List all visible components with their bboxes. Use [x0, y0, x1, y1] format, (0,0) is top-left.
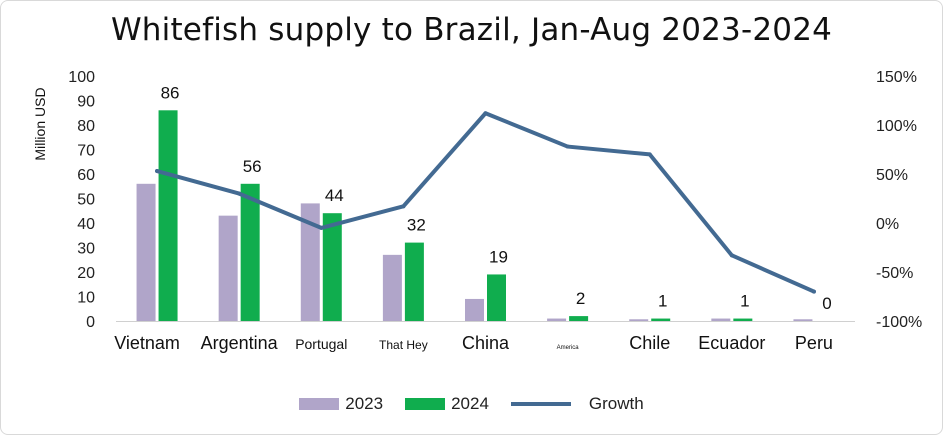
growth-point — [401, 204, 406, 209]
bar-2023 — [300, 203, 320, 321]
legend: 2023 2024 Growth — [0, 394, 943, 414]
legend-item-growth: Growth — [510, 394, 644, 414]
data-label-2024: 32 — [407, 216, 426, 235]
category-label: Ecuador — [698, 333, 765, 353]
y-tick-label: 90 — [77, 94, 95, 111]
bar-2023 — [793, 319, 813, 321]
data-label-2024: 44 — [325, 186, 344, 205]
category-label: Portugal — [295, 336, 347, 352]
bar-2024 — [487, 274, 506, 321]
legend-label-2024: 2024 — [451, 394, 489, 413]
chart-title: Whitefish supply to Brazil, Jan-Aug 2023… — [110, 12, 833, 48]
y-tick-label: 100 — [68, 69, 95, 86]
bars — [136, 110, 813, 321]
legend-label-growth: Growth — [588, 394, 644, 413]
y-tick-label: 60 — [77, 167, 95, 184]
y2-tick-label: 0% — [876, 216, 899, 233]
legend-swatch-2023 — [299, 398, 340, 410]
y-tick-label: 50 — [77, 192, 95, 209]
growth-point — [155, 169, 160, 174]
growth-point — [483, 111, 488, 116]
y-axis-label: Million USD — [32, 87, 48, 160]
bar-2023 — [136, 183, 156, 321]
y-tick-label: 0 — [86, 314, 95, 331]
bar-2023 — [711, 318, 731, 321]
y2-tick-label: 100% — [876, 118, 917, 135]
category-label: That Hey — [379, 338, 428, 352]
growth-point — [319, 225, 324, 230]
data-label-2024: 2 — [576, 289, 585, 308]
bar-2023 — [629, 319, 649, 321]
data-label-2024: 19 — [489, 247, 508, 266]
legend-label-2023: 2023 — [345, 394, 384, 413]
category-label: China — [462, 333, 510, 353]
right-axis: -100% -50% 0% 50% 100% 150% — [876, 69, 922, 331]
data-label-2024: 1 — [740, 292, 749, 311]
y-tick-label: 40 — [77, 216, 95, 233]
bar-2024 — [404, 242, 424, 321]
growth-point — [565, 144, 570, 149]
legend-item-2023: 2023 — [299, 394, 383, 414]
data-label-2024: 1 — [658, 292, 667, 311]
growth-point — [729, 253, 734, 258]
bar-2024 — [158, 110, 178, 321]
bar-2023 — [218, 215, 238, 321]
data-label-2024: 86 — [161, 83, 180, 102]
legend-item-2024: 2024 — [405, 394, 489, 414]
category-label: Peru — [795, 333, 833, 353]
growth-point — [647, 152, 652, 157]
y2-tick-label: -50% — [876, 265, 913, 282]
category-label: America — [557, 345, 580, 351]
bar-2023 — [382, 254, 402, 321]
y-tick-label: 10 — [77, 290, 95, 307]
bar-2024 — [569, 316, 589, 321]
data-label-2024: 0 — [822, 294, 831, 313]
y2-tick-label: 150% — [876, 69, 917, 86]
y-tick-label: 80 — [77, 118, 95, 135]
category-labels: Vietnam Argentina Portugal That Hey China Ame… — [114, 333, 833, 353]
y2-tick-label: 50% — [876, 167, 908, 184]
bar-2024 — [240, 183, 260, 321]
growth-point — [811, 289, 816, 294]
y-tick-label: 70 — [77, 143, 95, 160]
data-labels: 86 56 44 32 19 2 1 1 0 — [161, 83, 832, 313]
growth-line — [155, 111, 816, 294]
category-label: Vietnam — [114, 333, 180, 353]
y-tick-label: 20 — [77, 265, 95, 282]
legend-swatch-2024 — [405, 398, 446, 410]
y2-tick-label: -100% — [876, 314, 922, 331]
data-label-2024: 56 — [243, 157, 262, 176]
category-label: Chile — [629, 333, 670, 353]
category-label: Argentina — [201, 333, 279, 353]
bar-2024 — [651, 318, 671, 321]
bar-2023 — [547, 318, 567, 321]
bar-2023 — [465, 298, 484, 321]
growth-point — [237, 191, 242, 196]
legend-swatch-growth — [510, 402, 571, 406]
bar-2024 — [322, 213, 342, 321]
bar-2024 — [733, 318, 753, 321]
y-tick-label: 30 — [77, 241, 95, 258]
